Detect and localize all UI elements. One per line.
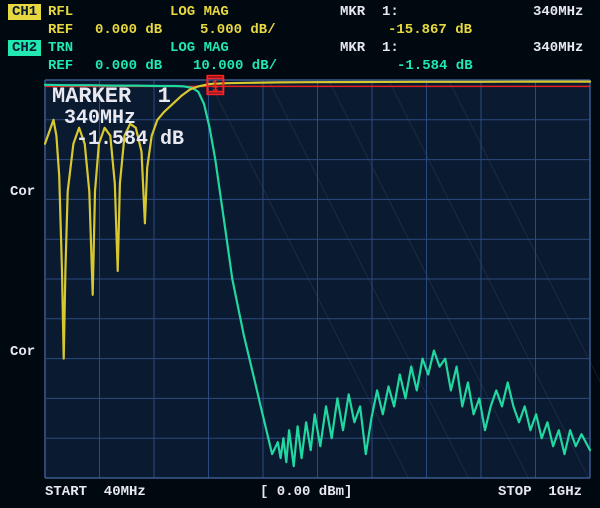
analyzer-screen: CH1 RFL LOG MAG MKR 1: 340MHz REF 0.000 … <box>0 0 600 508</box>
stop-freq-label: STOP 1GHz <box>498 484 582 500</box>
plot-canvas: 11 <box>0 0 600 508</box>
marker-readout-val: -1.584 dB <box>52 128 184 151</box>
start-freq-label: START 40MHz <box>45 484 146 500</box>
power-label: [ 0.00 dBm] <box>260 484 352 500</box>
marker-readout-title: MARKER 1 <box>52 84 171 109</box>
marker-readout-freq: 340MHz <box>52 107 136 130</box>
svg-text:1: 1 <box>212 80 219 92</box>
